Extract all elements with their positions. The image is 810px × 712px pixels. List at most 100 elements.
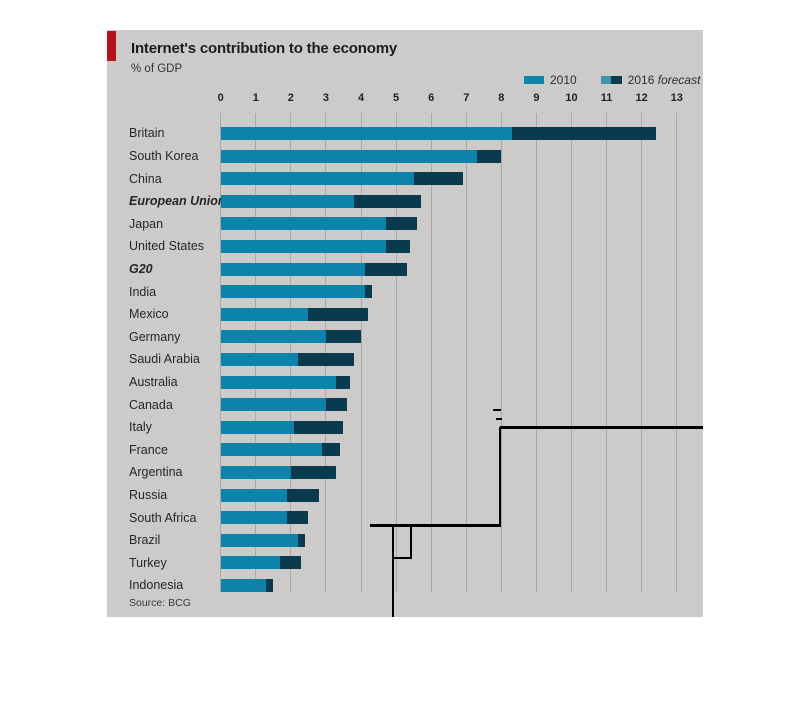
x-gridline <box>571 113 572 592</box>
annotation-line <box>500 426 703 429</box>
category-label: Mexico <box>129 307 169 322</box>
category-label: Canada <box>129 397 173 412</box>
bar-2016-forecast <box>290 465 337 479</box>
bar-2016-forecast <box>266 578 274 592</box>
category-label: European Union <box>129 194 226 209</box>
x-axis-tick-label: 5 <box>393 92 400 104</box>
category-label: India <box>129 284 157 299</box>
bar-2016-forecast <box>297 352 354 366</box>
category-label: Indonesia <box>129 578 184 593</box>
bar-2016-forecast <box>287 488 319 502</box>
bar-2010 <box>220 352 298 366</box>
bar-2010 <box>220 239 386 253</box>
legend-swatch-2016-icon <box>600 76 622 84</box>
bar-2010 <box>220 149 477 163</box>
legend-label-2016: 2016 forecast <box>627 73 701 87</box>
category-label: China <box>129 171 162 186</box>
bar-2010 <box>220 420 295 434</box>
category-label: Britain <box>129 126 165 141</box>
bar-2016-forecast <box>308 307 369 321</box>
category-label: Japan <box>129 216 164 231</box>
bar-2016-forecast <box>511 126 656 140</box>
category-label: France <box>129 442 168 457</box>
economist-red-tab-icon <box>107 31 116 61</box>
x-axis-tick-label: 12 <box>635 92 648 104</box>
bar-2010 <box>220 533 298 547</box>
x-axis-tick-label: 13 <box>670 92 683 104</box>
bar-2016-forecast <box>385 239 411 253</box>
bar-2010 <box>220 307 309 321</box>
bar-2016-forecast <box>364 285 372 299</box>
category-label: United States <box>129 239 205 254</box>
x-gridline <box>606 113 608 592</box>
bar-2010 <box>220 126 512 140</box>
bar-2016-forecast <box>354 194 421 208</box>
category-label: Brazil <box>129 533 161 548</box>
bar-2016-forecast <box>297 533 305 547</box>
chart-subtitle: % of GDP <box>131 63 183 75</box>
x-axis-tick-label: 4 <box>357 92 365 104</box>
x-gridline <box>500 113 502 592</box>
annotation-line <box>410 525 412 559</box>
x-axis-tick-label: 6 <box>428 92 435 104</box>
x-gridline <box>535 113 537 592</box>
category-label: South Korea <box>129 149 199 163</box>
x-axis-tick-label: 1 <box>252 92 259 104</box>
category-label: South Africa <box>129 510 197 525</box>
bar-2016-forecast <box>336 375 351 389</box>
bar-2010 <box>220 488 288 502</box>
bar-2010 <box>220 578 267 592</box>
annotation-line <box>370 524 501 527</box>
x-gridline <box>641 113 643 592</box>
category-label: Saudi Arabia <box>129 352 200 367</box>
x-gridline <box>255 113 257 592</box>
x-axis-tick-label: 8 <box>498 92 505 104</box>
bar-2016-forecast <box>364 262 407 276</box>
x-gridline <box>290 113 292 592</box>
annotation-line <box>499 427 501 526</box>
bar-2010 <box>220 194 354 208</box>
chart-panel: Internet's contribution to the economy %… <box>107 30 703 617</box>
x-gridline <box>220 113 222 592</box>
category-label: G20 <box>129 262 153 276</box>
bar-2010 <box>220 443 323 457</box>
bar-2016-forecast <box>413 172 463 186</box>
category-label: Turkey <box>129 555 167 570</box>
bar-2016-forecast <box>385 217 418 231</box>
annotation-line <box>393 557 411 559</box>
bar-2010 <box>220 375 337 389</box>
category-label: Russia <box>129 488 168 502</box>
bar-2010 <box>220 465 291 479</box>
bar-2016-forecast <box>322 443 340 457</box>
bar-2016-forecast <box>325 330 362 344</box>
category-label: Australia <box>129 375 178 389</box>
chart-title: Internet's contribution to the economy <box>131 40 397 57</box>
x-axis-tick-label: 9 <box>533 92 540 104</box>
category-label: Italy <box>129 420 152 435</box>
x-axis-tick-label: 3 <box>322 92 329 104</box>
legend: 2010 2016 forecast <box>524 73 700 87</box>
x-gridline <box>676 113 678 592</box>
category-label: Argentina <box>129 465 183 480</box>
x-axis-tick-label: 0 <box>217 92 224 104</box>
bar-2010 <box>220 511 288 525</box>
legend-item-2016: 2016 forecast <box>600 73 701 87</box>
bar-2010 <box>220 262 365 276</box>
bar-2010 <box>220 556 281 570</box>
x-gridline <box>395 113 397 592</box>
x-gridline <box>465 113 467 592</box>
bar-2016-forecast <box>294 420 344 434</box>
x-axis-tick-label: 7 <box>463 92 470 104</box>
bar-2016-forecast <box>287 511 309 525</box>
bar-2016-forecast <box>280 556 302 570</box>
bar-2010 <box>220 398 326 412</box>
annotation-tick <box>493 409 501 411</box>
x-axis-tick-label: 11 <box>600 92 613 104</box>
legend-item-2010: 2010 <box>524 73 577 87</box>
x-axis-tick-label: 10 <box>565 92 578 104</box>
x-gridline <box>430 113 432 592</box>
x-gridline <box>325 113 327 592</box>
source-note: Source: BCG <box>129 597 191 609</box>
legend-label-2010: 2010 <box>550 73 577 87</box>
